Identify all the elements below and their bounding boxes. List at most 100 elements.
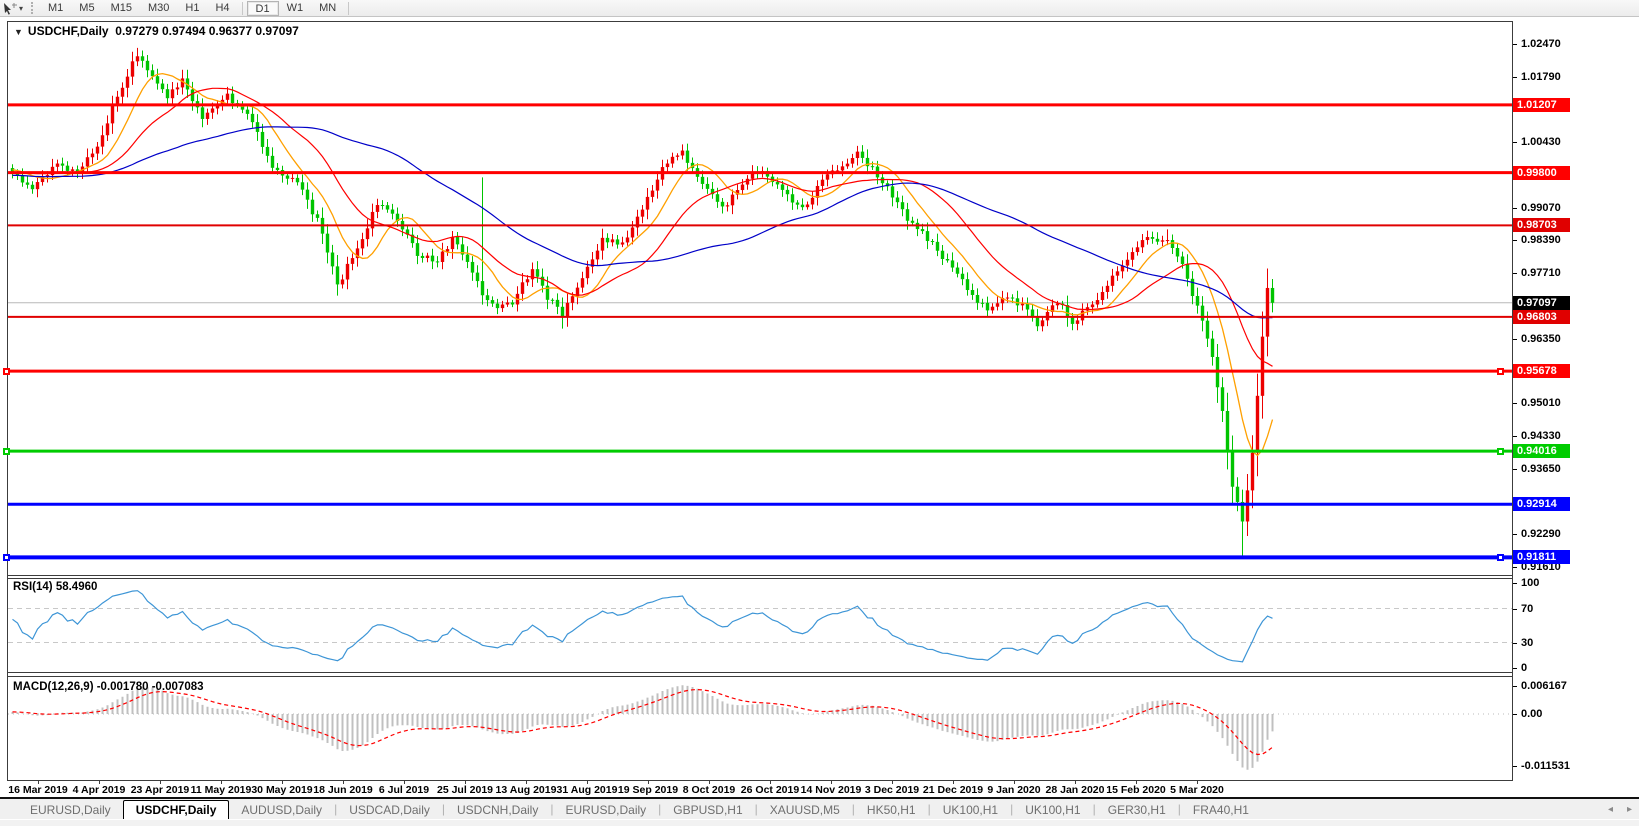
price-tick: [1513, 468, 1517, 470]
tab-hk50-h1[interactable]: HK50,H1: [866, 803, 916, 817]
macd-indicator-canvas[interactable]: [8, 677, 1512, 780]
date-label: 6 Jul 2019: [378, 784, 430, 796]
tab-usdcnh-daily[interactable]: USDCNH,Daily: [457, 803, 539, 817]
rsi-indicator-canvas[interactable]: [8, 579, 1512, 672]
tab-divider: |: [927, 802, 931, 816]
ma-21-line: [12, 87, 1273, 367]
line-handle-left[interactable]: [3, 367, 10, 375]
line-handle-left[interactable]: [3, 553, 10, 561]
line-handle-right[interactable]: [1497, 367, 1504, 375]
tab-usdcad-daily[interactable]: USDCAD,Daily: [349, 803, 430, 817]
date-label: 19 Sep 2019: [617, 784, 679, 796]
tool-dropdown-caret-icon[interactable]: ▾: [19, 3, 24, 13]
price-flag-0.95678: 0.95678: [1513, 364, 1570, 379]
tab-usdchf-daily[interactable]: USDCHF,Daily: [122, 800, 230, 819]
date-tick: [99, 780, 100, 784]
chart-tab-bar: EURUSD,Daily USDCHF,Daily AUDUSD,Daily | USD…: [0, 799, 1639, 819]
price-flag-0.998: 0.99800: [1513, 165, 1570, 180]
tab-audusd-daily[interactable]: AUDUSD,Daily: [241, 803, 323, 817]
timeframe-button-d1[interactable]: D1: [246, 0, 279, 16]
date-tick: [465, 780, 466, 784]
price-tick: [1513, 534, 1517, 536]
price-chart-canvas[interactable]: [8, 22, 1512, 575]
date-tick: [343, 780, 344, 784]
date-tick: [1197, 780, 1198, 784]
price-tick-label: 1.02470: [1521, 38, 1561, 50]
tab-scroll-left-icon[interactable]: ◂: [1607, 804, 1613, 815]
toolbar-grip: [31, 2, 35, 14]
line-handle-right[interactable]: [1497, 553, 1504, 561]
date-label: 11 May 2019: [190, 784, 252, 796]
tab-divider: |: [658, 802, 662, 816]
date-tick: [1136, 780, 1137, 784]
timeframe-button-h1[interactable]: H1: [185, 1, 200, 14]
pane-splitter-2[interactable]: [7, 672, 1513, 673]
tab-gbpusd-h1[interactable]: GBPUSD,H1: [673, 803, 743, 817]
macd-tick-label: -0.011531: [1521, 760, 1570, 773]
date-label: 28 Jan 2020: [1045, 784, 1105, 796]
price-tick-label: 1.01790: [1521, 70, 1561, 83]
date-label: 23 Apr 2019: [130, 784, 190, 796]
timeframe-button-w1[interactable]: W1: [286, 1, 304, 14]
timeframe-button-m15[interactable]: M15: [110, 1, 132, 14]
pane-border-bottom: [7, 780, 1513, 781]
price-tick-label: 0.94330: [1521, 430, 1561, 442]
price-flag-0.94016: 0.94016: [1513, 444, 1570, 459]
timeframe-button-mn[interactable]: MN: [319, 1, 337, 14]
date-tick: [1014, 780, 1015, 784]
crosshair-tool-icon[interactable]: [2, 2, 18, 15]
tab-divider: |: [851, 802, 855, 816]
timeframe-button-m5[interactable]: M5: [79, 1, 95, 14]
timeframe-button-m1[interactable]: M1: [48, 1, 64, 14]
macd-tick: [1513, 714, 1517, 715]
rsi-tick: [1513, 668, 1517, 669]
date-tick: [953, 780, 954, 784]
price-flag-0.98703: 0.98703: [1513, 218, 1570, 233]
tab-divider: |: [441, 802, 445, 816]
tab-uk100-h1[interactable]: UK100,H1: [1025, 803, 1081, 817]
date-tick: [1075, 780, 1076, 784]
price-tick-label: 0.97710: [1521, 267, 1561, 280]
price-tick: [1513, 142, 1517, 144]
price-tick-label: 0.95010: [1521, 397, 1561, 410]
tab-eurusd-daily[interactable]: EURUSD,Daily: [565, 803, 647, 817]
rsi-label: RSI(14) 58.4960: [13, 581, 98, 593]
price-tick-label: 0.96350: [1521, 332, 1561, 345]
price-tick: [1513, 436, 1517, 437]
macd-pane-border-top: [7, 676, 1513, 677]
price-tick-label: 0.98390: [1521, 234, 1561, 247]
status-strip: [0, 819, 1639, 826]
price-tick: [1513, 567, 1517, 568]
pane-splitter-1[interactable]: [7, 575, 1513, 576]
price-flag-0.96803: 0.96803: [1513, 309, 1570, 324]
date-label: 14 Nov 2019: [800, 784, 862, 796]
tab-ger30-h1[interactable]: GER30,H1: [1107, 803, 1166, 817]
date-label: 25 Jul 2019: [436, 784, 494, 796]
date-tick: [831, 780, 832, 784]
tab-fra40-h1[interactable]: FRA40,H1: [1192, 803, 1249, 817]
pane-border-top: [7, 21, 1513, 22]
tab-scroll-right-icon[interactable]: ▸: [1626, 804, 1632, 815]
tab-uk100-h1[interactable]: UK100,H1: [942, 803, 999, 817]
line-handle-left[interactable]: [3, 447, 10, 455]
macd-tick: [1513, 686, 1517, 687]
date-label: 8 Oct 2019: [682, 784, 736, 796]
tab-eurusd-daily[interactable]: EURUSD,Daily: [30, 803, 111, 817]
timeframe-button-m30[interactable]: M30: [147, 1, 170, 14]
date-label: 15 Feb 2020: [1106, 784, 1166, 796]
rsi-tick-label: 100: [1521, 577, 1540, 589]
price-tick: [1513, 76, 1517, 78]
date-tick: [770, 780, 771, 784]
chart-title-caret-icon: ▼: [14, 27, 23, 37]
line-handle-right[interactable]: [1497, 447, 1504, 455]
price-flag-0.91811: 0.91811: [1513, 550, 1570, 565]
price-tick: [1513, 338, 1517, 340]
date-label: 13 Aug 2019: [495, 784, 557, 796]
price-tick: [1513, 403, 1517, 405]
macd-histogram: [11, 685, 1274, 770]
date-label: 9 Jan 2020: [987, 784, 1041, 796]
rsi-tick: [1513, 583, 1517, 584]
tab-xauusd-m5[interactable]: XAUUSD,M5: [769, 803, 840, 817]
timeframe-button-h4[interactable]: H4: [215, 1, 230, 14]
tab-divider: |: [1177, 802, 1181, 816]
